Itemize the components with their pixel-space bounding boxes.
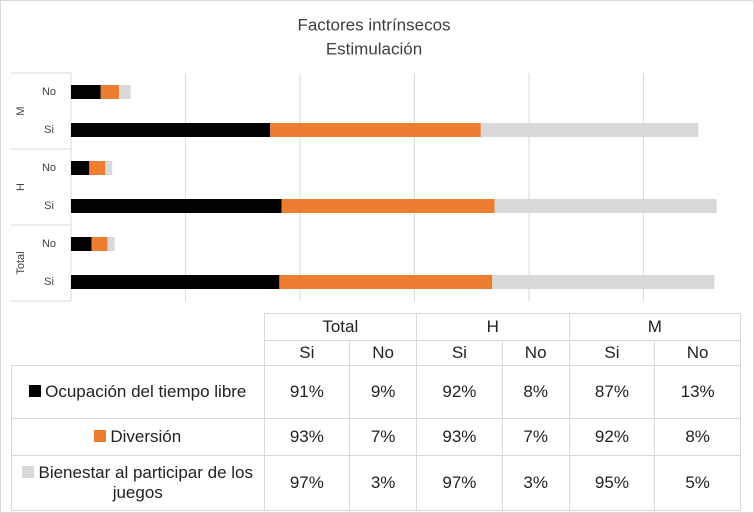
value-cell: 87%	[568, 365, 656, 419]
legend-label: Bienestar al participar de los juegos	[38, 463, 253, 502]
value-cell: 97%	[263, 455, 351, 511]
table-corner	[12, 314, 265, 366]
legend-label: Diversión	[110, 427, 182, 446]
chart-subtitle: Estimulación	[326, 39, 422, 58]
group-header: Total	[263, 313, 418, 341]
category-label: No	[42, 86, 56, 98]
sub-header: Si	[568, 340, 656, 366]
bar-segment	[71, 199, 282, 213]
value-cell: 8%	[501, 365, 570, 419]
group-header: M	[568, 313, 742, 341]
group-label: Total	[15, 251, 27, 274]
category-label: Si	[44, 200, 54, 212]
category-label: No	[42, 162, 56, 174]
sub-header: No	[501, 340, 570, 366]
bar-segment	[105, 161, 113, 175]
bar-segment	[71, 237, 92, 251]
value-cell: 92%	[568, 418, 656, 456]
value-cell: 8%	[654, 418, 741, 456]
sub-header: No	[654, 340, 741, 366]
value-cell: 97%	[416, 455, 503, 511]
sub-header: No	[349, 340, 418, 366]
group-label: H	[15, 183, 27, 191]
chart-title: Factores intrínsecos	[297, 15, 450, 34]
category-label: Si	[44, 276, 54, 288]
bar-segment	[71, 123, 271, 137]
legend-swatch	[29, 385, 42, 397]
bar-segment	[270, 123, 481, 137]
sub-header: Si	[263, 340, 351, 366]
bar-segment	[91, 237, 108, 251]
sub-header: Si	[416, 340, 503, 366]
category-label: Si	[44, 124, 54, 136]
legend-swatch	[94, 430, 107, 442]
bar-segment	[100, 85, 120, 99]
table-row: Bienestar al participar de los juegos 97%…	[11, 455, 741, 511]
legend-label: Ocupación del tiempo libre	[45, 382, 247, 401]
table-row: Ocupación del tiempo libre 91% 9% 92% 8% 87% 1…	[11, 365, 741, 419]
value-cell: 3%	[349, 455, 418, 511]
value-cell: 7%	[501, 418, 570, 456]
value-cell: 91%	[263, 365, 351, 419]
bar-segment	[492, 275, 715, 289]
bar-segment	[279, 275, 493, 289]
data-table: Total H M Si No Si No Si No Ocupación del tiempo …	[11, 313, 742, 511]
table-row: Total H M	[12, 313, 742, 341]
value-cell: 13%	[654, 365, 741, 419]
legend-cell: Ocupación del tiempo libre	[11, 365, 265, 419]
value-cell: 3%	[501, 455, 570, 511]
table-row: Si No Si No Si No	[12, 340, 741, 366]
group-label: M	[15, 106, 27, 115]
table-row: Diversión 93% 7% 93% 7% 92% 8%	[11, 418, 741, 456]
value-cell: 5%	[654, 455, 741, 511]
bar-segment	[281, 199, 495, 213]
bar-segment	[494, 199, 717, 213]
value-cell: 9%	[349, 365, 418, 419]
value-cell: 95%	[568, 455, 656, 511]
bar-segment	[107, 237, 115, 251]
value-cell: 92%	[416, 365, 503, 419]
category-label: No	[42, 238, 56, 250]
value-cell: 93%	[416, 418, 503, 456]
value-cell: 93%	[263, 418, 351, 456]
bar-segment	[71, 275, 280, 289]
legend-swatch	[22, 466, 35, 478]
bar-segment	[71, 85, 101, 99]
value-cell: 7%	[349, 418, 418, 456]
legend-cell: Diversión	[11, 418, 265, 456]
bar-segment	[71, 161, 90, 175]
group-header: H	[416, 313, 570, 341]
bar-segment	[480, 123, 699, 137]
legend-cell: Bienestar al participar de los juegos	[11, 455, 265, 511]
bar-segment	[119, 85, 131, 99]
bar-segment	[89, 161, 106, 175]
